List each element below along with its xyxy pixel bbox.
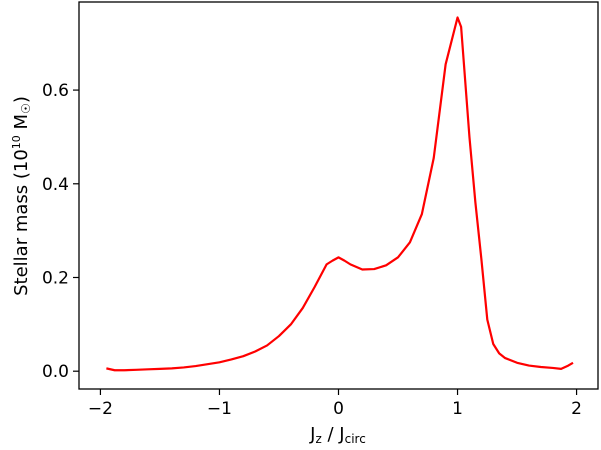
x-tick-label: −2 [88, 399, 113, 419]
ticks [73, 89, 578, 395]
series-line [106, 16, 574, 372]
y-tick-label: 0.2 [42, 268, 69, 288]
x-tick-label: 1 [452, 399, 463, 419]
data-points [106, 17, 573, 370]
x-axis-label: Jz / Jcirc [309, 424, 366, 446]
tick-labels: −2 −1 0 1 2 0.0 0.2 0.4 0.6 [42, 81, 582, 419]
y-tick-label: 0.4 [42, 175, 69, 195]
x-tick-label: 0 [333, 399, 344, 419]
y-tick-label: 0.0 [42, 362, 69, 382]
plot-frame [78, 1, 599, 390]
y-axis-label: Stellar mass (1010 M☉) [10, 96, 33, 296]
x-tick-label: −1 [207, 399, 232, 419]
y-tick-label: 0.6 [42, 81, 69, 101]
x-tick-label: 2 [571, 399, 582, 419]
